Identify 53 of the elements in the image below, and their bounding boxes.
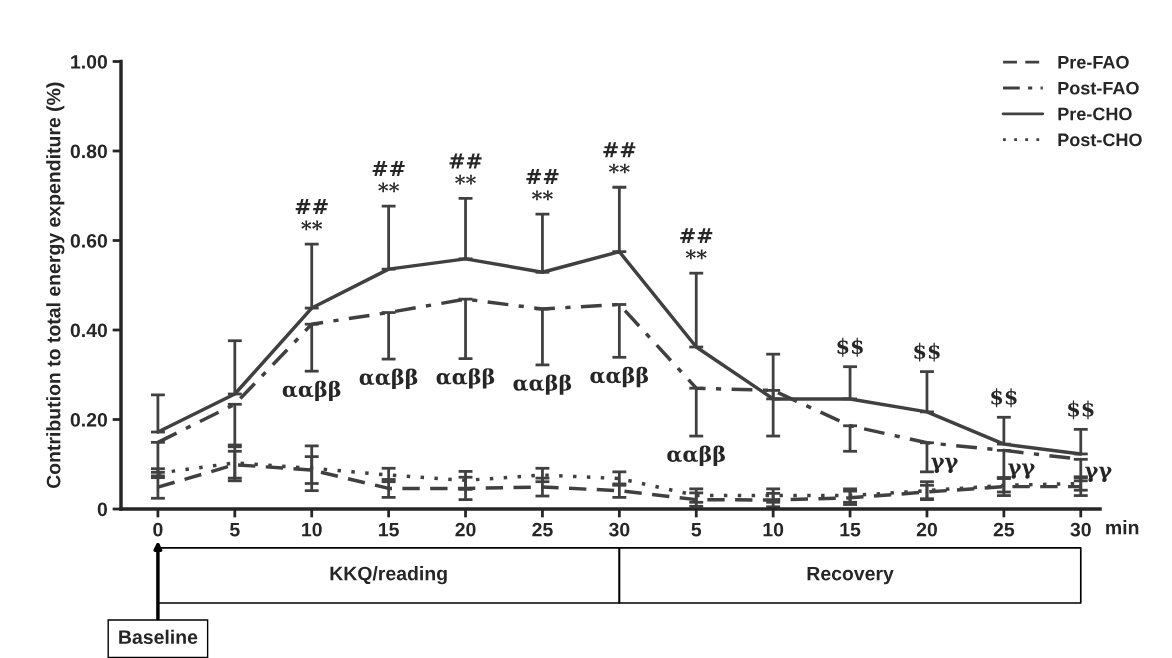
- x-tick-label: 15: [840, 522, 861, 537]
- legend-label: Post-FAO: [1058, 81, 1139, 95]
- annotation: **: [608, 163, 630, 174]
- annotation: **: [532, 190, 553, 201]
- y-tick-label: 0.20: [70, 412, 108, 427]
- annotation: ##: [680, 228, 713, 244]
- x-tick-label: 30: [1070, 522, 1091, 537]
- annotation: ααββ: [436, 368, 495, 389]
- y-axis-title: Contribution to total energy expenditure (%): [46, 82, 65, 489]
- text: KKQ/reading: [330, 566, 447, 585]
- x-tick-label: 10: [302, 522, 322, 537]
- annotation: **: [301, 220, 323, 231]
- x-tick-label: 20: [455, 522, 476, 537]
- annotation: $$: [1068, 400, 1094, 420]
- annotation: ##: [603, 142, 636, 158]
- annotation: $$: [991, 388, 1017, 408]
- y-tick-label: 0.40: [70, 323, 108, 338]
- legend-label: Post-CHO: [1058, 133, 1142, 147]
- x-tick-label: 25: [532, 522, 553, 537]
- x-tick-label: 25: [993, 522, 1015, 537]
- y-tick-label: 1.00: [71, 54, 108, 69]
- annotation: **: [378, 182, 400, 193]
- annotation: ##: [526, 169, 559, 185]
- x-axis-title: min: [1106, 520, 1139, 535]
- annotation: **: [685, 249, 707, 260]
- legend-label: Pre-FAO: [1058, 55, 1129, 69]
- text: Baseline: [119, 629, 198, 644]
- annotation: ##: [295, 199, 328, 215]
- annotation: ααββ: [513, 374, 572, 395]
- x-tick-label: 20: [916, 522, 937, 537]
- annotation: ##: [449, 153, 482, 169]
- x-tick-label: 15: [379, 522, 399, 537]
- annotation: ααββ: [590, 366, 649, 388]
- annotation: γγ: [1085, 466, 1112, 482]
- annotation: γγ: [1008, 463, 1035, 479]
- y-tick-label: 0: [97, 502, 108, 517]
- annotation: ##: [372, 161, 405, 176]
- legend-label: Pre-CHO: [1058, 107, 1132, 121]
- annotation: ααββ: [282, 380, 341, 402]
- annotation: $$: [837, 337, 863, 357]
- annotation: $$: [914, 342, 940, 362]
- annotation: **: [455, 174, 476, 185]
- x-tick-label: 0: [153, 522, 163, 537]
- annotation: ααββ: [359, 368, 418, 389]
- x-tick-label: 10: [763, 522, 784, 537]
- x-tick-label: 5: [230, 522, 240, 537]
- x-tick-label: 30: [608, 522, 630, 537]
- annotation: γγ: [931, 457, 958, 473]
- y-tick-label: 0.60: [70, 233, 108, 248]
- text: Recovery: [807, 566, 894, 585]
- annotation: ααββ: [667, 445, 725, 466]
- y-tick-label: 0.80: [70, 144, 108, 159]
- x-tick-label: 5: [691, 522, 702, 537]
